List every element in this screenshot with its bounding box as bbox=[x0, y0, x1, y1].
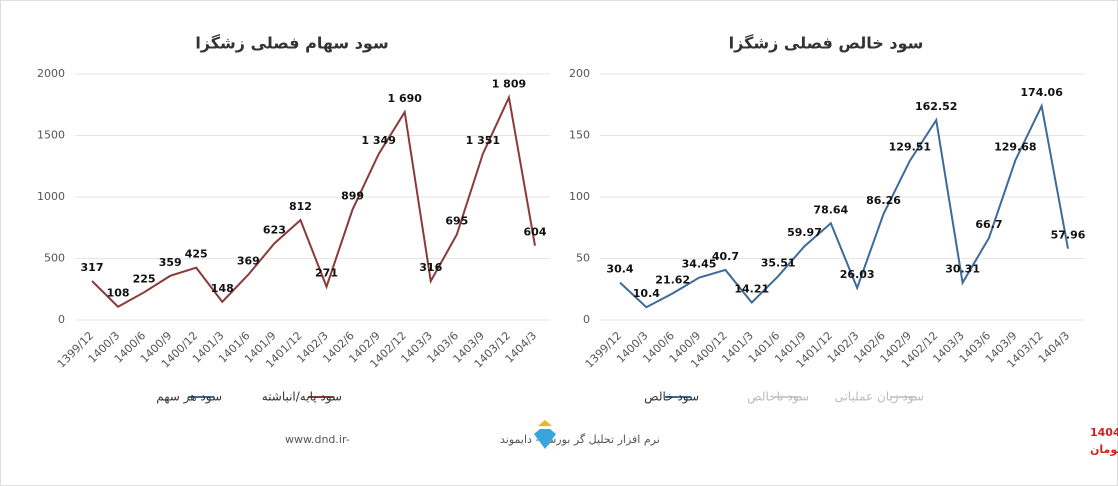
data-label: 812 bbox=[289, 200, 312, 213]
note: * تمام قیمت میلیارد تومان bbox=[1090, 443, 1118, 456]
data-label: 359 bbox=[159, 256, 182, 269]
data-label: 34.45 bbox=[682, 258, 717, 271]
legend-label: سود زیان عملیاتی bbox=[834, 390, 924, 405]
data-label: 14.21 bbox=[734, 283, 769, 296]
y-tick-label: 200 bbox=[569, 67, 590, 80]
data-label: 30.4 bbox=[606, 263, 633, 276]
data-label: 148 bbox=[211, 282, 234, 295]
data-label: 316 bbox=[419, 261, 442, 274]
data-label: 1 349 bbox=[361, 134, 395, 147]
data-label: 108 bbox=[107, 287, 130, 300]
data-label: 1 351 bbox=[466, 134, 500, 147]
data-label: 317 bbox=[81, 261, 104, 274]
data-label: 30.31 bbox=[945, 263, 980, 276]
data-label: 162.52 bbox=[915, 100, 957, 113]
data-label: 78.64 bbox=[813, 203, 848, 216]
y-tick-label: 2000 bbox=[37, 67, 65, 80]
legend-label: سود پایه/انباشته bbox=[262, 390, 342, 405]
y-tick-label: 500 bbox=[44, 252, 65, 265]
legend-label: سود هر سهم bbox=[156, 390, 222, 405]
data-label: 10.4 bbox=[633, 287, 660, 300]
data-label: 899 bbox=[341, 189, 364, 202]
line bbox=[91, 94, 536, 308]
data-label: 59.97 bbox=[787, 226, 822, 239]
data-label: 129.68 bbox=[994, 140, 1036, 153]
data-label: 1 809 bbox=[492, 77, 526, 90]
data-label: 369 bbox=[237, 255, 260, 268]
y-tick-label: 100 bbox=[569, 190, 590, 203]
data-label: 174.06 bbox=[1020, 86, 1063, 99]
data-label: 86.26 bbox=[866, 194, 901, 207]
note: * سال مالی 1404/12/29 bbox=[1090, 426, 1118, 439]
chart-title: سود خالص فصلی زشگزا bbox=[729, 34, 924, 53]
data-label: 57.96 bbox=[1051, 229, 1086, 242]
data-label: 425 bbox=[185, 248, 208, 261]
data-label: 271 bbox=[315, 267, 338, 280]
data-label: 35.51 bbox=[761, 256, 796, 269]
data-label: 225 bbox=[133, 272, 156, 285]
y-tick-label: 1500 bbox=[37, 129, 65, 142]
y-tick-label: 0 bbox=[583, 313, 590, 326]
logo bbox=[534, 420, 556, 449]
y-tick-label: 1000 bbox=[37, 190, 65, 203]
data-label: 40.7 bbox=[712, 250, 739, 263]
data-label: 604 bbox=[524, 226, 547, 239]
data-label: 21.62 bbox=[655, 273, 690, 286]
data-label: 129.51 bbox=[889, 141, 931, 154]
legend-label: سود ناخالص bbox=[747, 390, 809, 405]
line bbox=[619, 102, 1069, 309]
site: www.dnd.ir- bbox=[285, 433, 350, 446]
y-tick-label: 150 bbox=[569, 129, 590, 142]
y-tick-label: 50 bbox=[576, 252, 590, 265]
data-label: 695 bbox=[445, 215, 468, 228]
data-label: 66.7 bbox=[975, 218, 1002, 231]
data-label: 1 690 bbox=[387, 92, 422, 105]
y-tick-label: 0 bbox=[58, 313, 65, 326]
data-label: 26.03 bbox=[840, 268, 875, 281]
legend-label: سود خالص bbox=[644, 390, 699, 405]
data-label: 623 bbox=[263, 223, 286, 236]
chart-title: سود سهام فصلی زشگزا bbox=[195, 34, 388, 53]
credit: نرم افزار تحلیل گر بورس - دایموند bbox=[500, 433, 660, 446]
